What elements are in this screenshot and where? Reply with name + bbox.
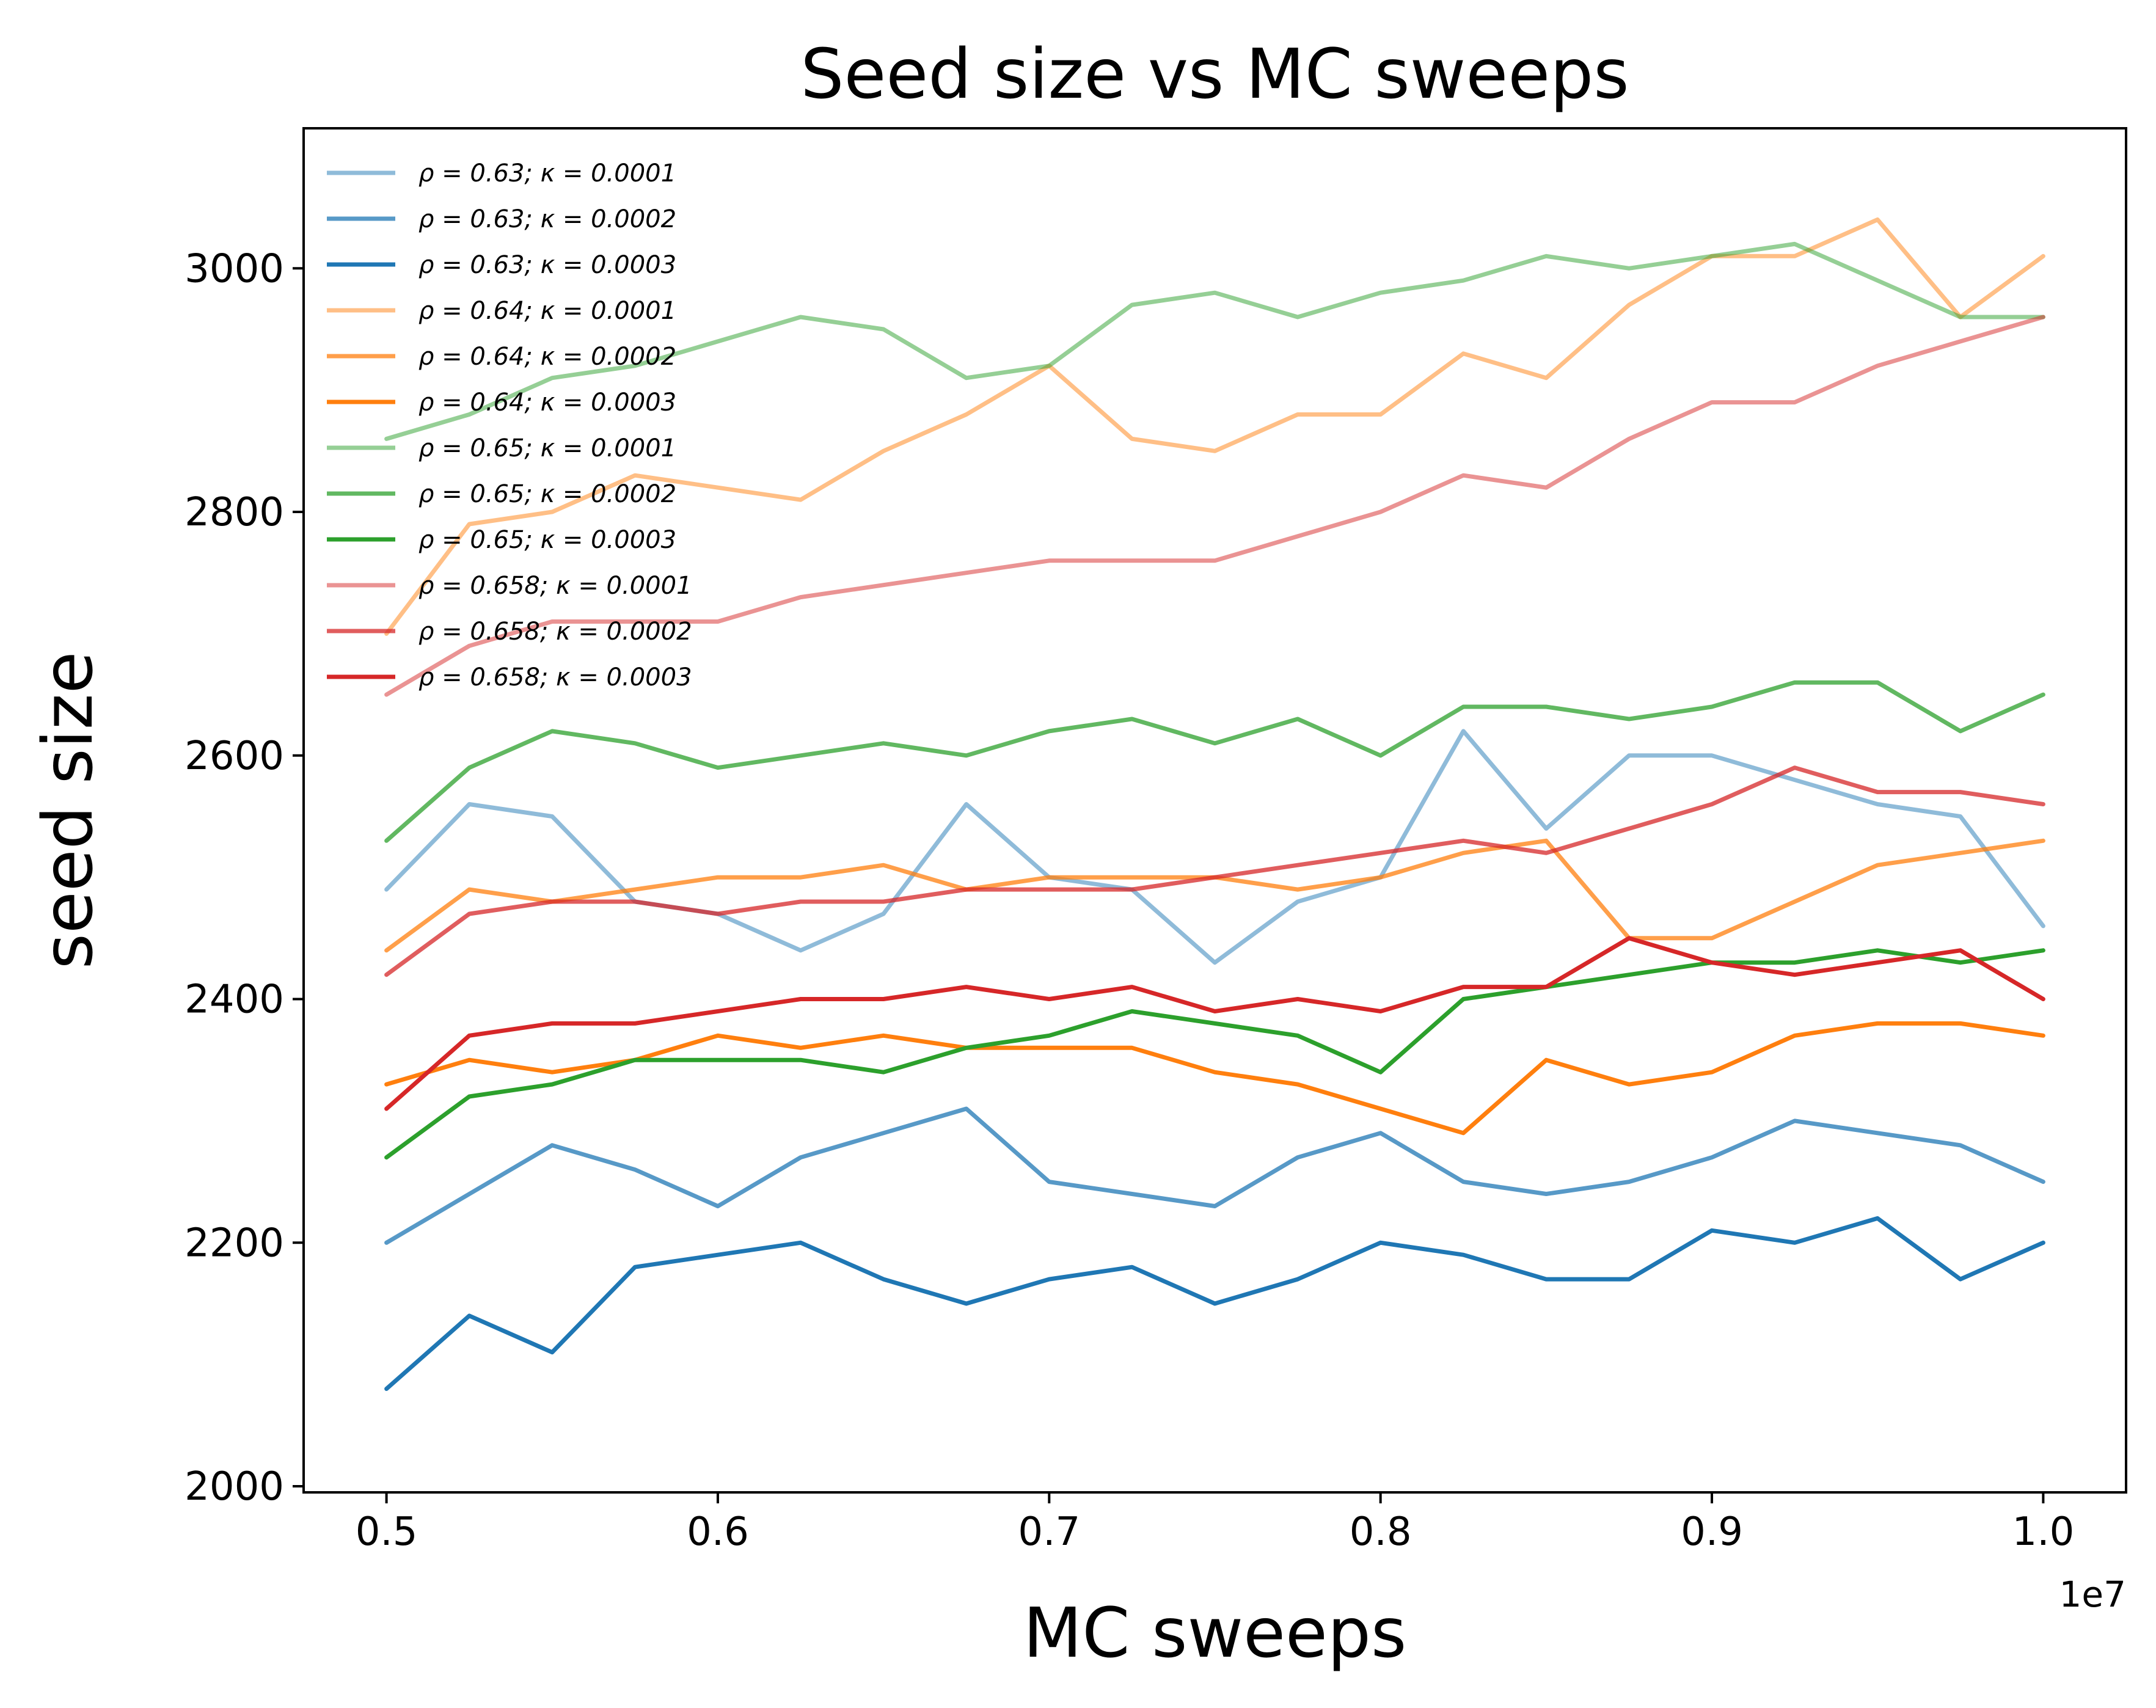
legend-label: ρ = 0.64; κ = 0.0002 bbox=[418, 343, 676, 371]
x-tick-label: 0.5 bbox=[356, 1509, 418, 1555]
legend-label: ρ = 0.658; κ = 0.0001 bbox=[418, 572, 692, 600]
legend-label: ρ = 0.63; κ = 0.0002 bbox=[418, 205, 676, 233]
series-layer bbox=[384, 217, 2045, 1391]
y-tick-label: 2600 bbox=[185, 734, 284, 779]
plot-frame bbox=[302, 127, 2127, 1494]
x-axis-label: MC sweeps bbox=[1023, 1594, 1407, 1673]
x-tick-label: 0.6 bbox=[687, 1509, 749, 1555]
series-line-6 bbox=[384, 1021, 2045, 1136]
legend-label: ρ = 0.65; κ = 0.0001 bbox=[418, 434, 676, 462]
legend-label: ρ = 0.64; κ = 0.0003 bbox=[418, 389, 676, 417]
y-tick-label: 2400 bbox=[185, 977, 284, 1023]
y-tick-label: 2000 bbox=[185, 1464, 284, 1509]
legend-label: ρ = 0.65; κ = 0.0003 bbox=[418, 526, 676, 554]
legend-label: ρ = 0.63; κ = 0.0003 bbox=[418, 251, 676, 279]
series-line-10 bbox=[384, 315, 2045, 697]
series-line-9 bbox=[384, 948, 2045, 1160]
x-tick-label: 0.8 bbox=[1350, 1509, 1412, 1555]
legend-label: ρ = 0.64; κ = 0.0001 bbox=[418, 297, 676, 325]
legend-label: ρ = 0.65; κ = 0.0002 bbox=[418, 480, 676, 508]
x-tick-label: 0.9 bbox=[1681, 1509, 1743, 1555]
axes-layer: 0.5 0.6 0.7 0.8 0.9 1.0 2000 2200 2400 2600 2800 30… bbox=[185, 246, 2074, 1555]
x-tick-label: 0.7 bbox=[1018, 1509, 1080, 1555]
y-axis-label: seed size bbox=[29, 651, 108, 969]
y-tick-label: 2800 bbox=[185, 490, 284, 535]
series-line-3 bbox=[384, 1216, 2045, 1391]
series-line-2 bbox=[384, 1106, 2045, 1245]
series-line-12 bbox=[384, 936, 2045, 1111]
legend-label: ρ = 0.658; κ = 0.0003 bbox=[418, 663, 692, 692]
y-tick-label: 3000 bbox=[185, 246, 284, 291]
x-axis-offset-label: 1e7 bbox=[2059, 1574, 2127, 1615]
series-line-7 bbox=[384, 241, 2045, 441]
series-line-8 bbox=[384, 680, 2045, 843]
chart-title: Seed size vs MC sweeps bbox=[800, 35, 1629, 114]
legend: ρ = 0.63; κ = 0.0001 ρ = 0.63; κ = 0.0002… bbox=[327, 159, 692, 692]
x-tick-label: 1.0 bbox=[2012, 1509, 2075, 1555]
legend-label: ρ = 0.63; κ = 0.0001 bbox=[418, 159, 676, 188]
series-line-11 bbox=[384, 765, 2045, 977]
y-tick-label: 2200 bbox=[185, 1221, 284, 1266]
series-line-4 bbox=[384, 217, 2045, 636]
legend-label: ρ = 0.658; κ = 0.0002 bbox=[418, 618, 692, 646]
